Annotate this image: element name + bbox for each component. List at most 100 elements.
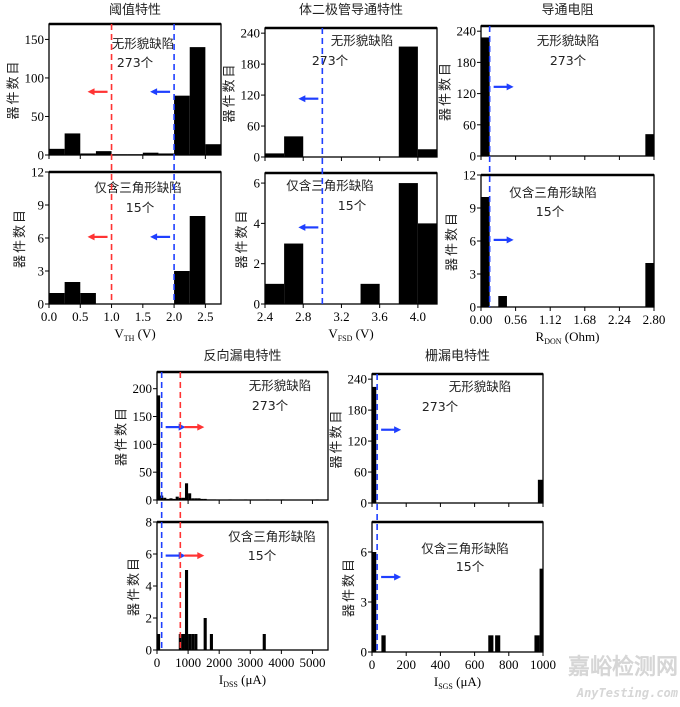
y-axis-label: 器件数目 (235, 208, 250, 268)
annotation-defect-type: 无形貌缺陷 (331, 33, 394, 48)
chart-title: 栅漏电特性 (425, 348, 490, 364)
histogram-bar (498, 296, 507, 307)
blue-arrowhead-icon (150, 233, 158, 241)
y-tick-label: 180 (241, 57, 261, 72)
annotation-defect-type: 无形貌缺陷 (249, 378, 312, 393)
x-axis-label-subscript: TH (124, 334, 135, 343)
x-axis-label-unit: (V) (134, 326, 155, 341)
x-tick-label: 600 (465, 657, 485, 672)
y-tick-label: 100 (133, 437, 153, 452)
panel-no-defect: 0 60 120 180 240 器件数目 无形貌缺陷 273个 (223, 26, 438, 165)
y-tick-label: 120 (241, 88, 261, 103)
x-tick-label: 1.0 (103, 309, 119, 324)
histogram-bar (417, 223, 437, 304)
y-tick-label: 60 (354, 465, 367, 480)
x-tick-label: 2.0 (166, 309, 182, 324)
y-tick-label: 4 (254, 216, 261, 231)
y-tick-label: 50 (31, 109, 44, 124)
histogram-bar (537, 479, 543, 503)
x-axis-label-unit: (μA) (453, 674, 481, 689)
histogram-bar (174, 271, 190, 304)
y-tick-label: 0 (361, 645, 368, 660)
y-axis-label: 器件数目 (115, 406, 130, 466)
y-tick-label: 60 (247, 119, 260, 134)
x-axis-label-symbol: R (536, 329, 545, 344)
y-tick-label: 12 (31, 165, 44, 180)
annotation-device-count: 15个 (248, 548, 277, 563)
annotation-device-count: 15个 (126, 200, 155, 215)
histogram-bar (181, 497, 185, 500)
histogram-bar (189, 216, 206, 304)
y-tick-label: 150 (133, 409, 153, 424)
histogram-bar (417, 149, 437, 157)
y-tick-label: 0 (361, 496, 368, 511)
annotation-defect-type: 无形貌缺陷 (537, 33, 600, 48)
y-tick-label: 6 (470, 234, 477, 249)
blue-arrowhead-icon (506, 83, 514, 91)
histogram-bar (495, 635, 501, 652)
annotation-device-count: 273个 (252, 398, 289, 413)
x-axis-label-subscript: DSS (223, 680, 238, 689)
histogram-bar (188, 493, 192, 500)
x-tick-label: 1000 (530, 657, 556, 672)
x-tick-label: 2000 (206, 655, 232, 670)
annotation-defect-type: 仅含三角形缺陷 (509, 185, 597, 200)
y-tick-label: 2 (146, 611, 153, 626)
y-axis-label: 器件数目 (330, 408, 345, 468)
x-axis-label-subscript: FSD (338, 334, 353, 343)
y-tick-label: 240 (348, 372, 368, 387)
y-tick-label: 0 (470, 149, 477, 164)
annotation-defect-type: 仅含三角形缺陷 (228, 529, 316, 544)
histogram-bar (265, 153, 285, 157)
histogram-bar (539, 568, 543, 652)
histogram-bar (188, 634, 192, 650)
annotation-device-count: 15个 (456, 559, 485, 574)
y-tick-label: 4 (146, 579, 153, 594)
y-tick-label: 120 (457, 86, 477, 101)
x-tick-label: 200 (396, 657, 416, 672)
y-tick-label: 12 (463, 168, 476, 183)
blue-arrowhead-icon (394, 426, 402, 434)
histogram-bar (265, 283, 285, 304)
panel-triangle-defect: 0 3 6 0 200 400 600 800 1000 器件数目 仅含三角形缺陷 15个 (342, 520, 556, 672)
histogram-bar (64, 133, 81, 155)
y-tick-label: 150 (25, 32, 45, 47)
histogram-bar (80, 153, 96, 155)
histogram-bar (481, 37, 490, 156)
y-tick-label: 3 (470, 267, 477, 282)
histogram-bar (191, 634, 195, 650)
x-tick-label: 0 (369, 657, 376, 672)
histogram-bar (95, 151, 112, 155)
red-arrowhead-icon (87, 233, 95, 241)
histogram-bar (189, 47, 206, 155)
y-tick-label: 0 (38, 148, 45, 163)
histogram-bar (381, 635, 386, 652)
y-tick-label: 9 (38, 198, 45, 213)
x-tick-label: 400 (431, 657, 451, 672)
y-tick-label: 60 (463, 117, 476, 132)
blue-arrowhead-icon (394, 573, 402, 581)
annotation-device-count: 273个 (117, 55, 154, 70)
x-tick-label: 4000 (268, 655, 294, 670)
x-tick-label: 800 (499, 657, 519, 672)
histogram-bar (284, 243, 304, 304)
histogram-bar (174, 95, 190, 155)
histogram-bar (158, 153, 175, 155)
x-tick-label: 3000 (237, 655, 263, 670)
histogram-bar (163, 497, 167, 500)
y-tick-label: 3 (38, 264, 45, 279)
x-axis-label-unit: (V) (352, 326, 373, 341)
histogram-bar (49, 148, 65, 155)
histogram-bar (191, 498, 195, 500)
annotation-device-count: 15个 (536, 204, 565, 219)
x-tick-label: 3.6 (372, 309, 389, 324)
red-arrowhead-icon (197, 552, 205, 560)
histogram-bar (80, 293, 96, 304)
histogram-bar (203, 618, 207, 650)
histogram-bar (178, 497, 182, 500)
annotation-device-count: 273个 (422, 399, 459, 414)
chart-title: 体二极管导通特性 (299, 3, 403, 18)
